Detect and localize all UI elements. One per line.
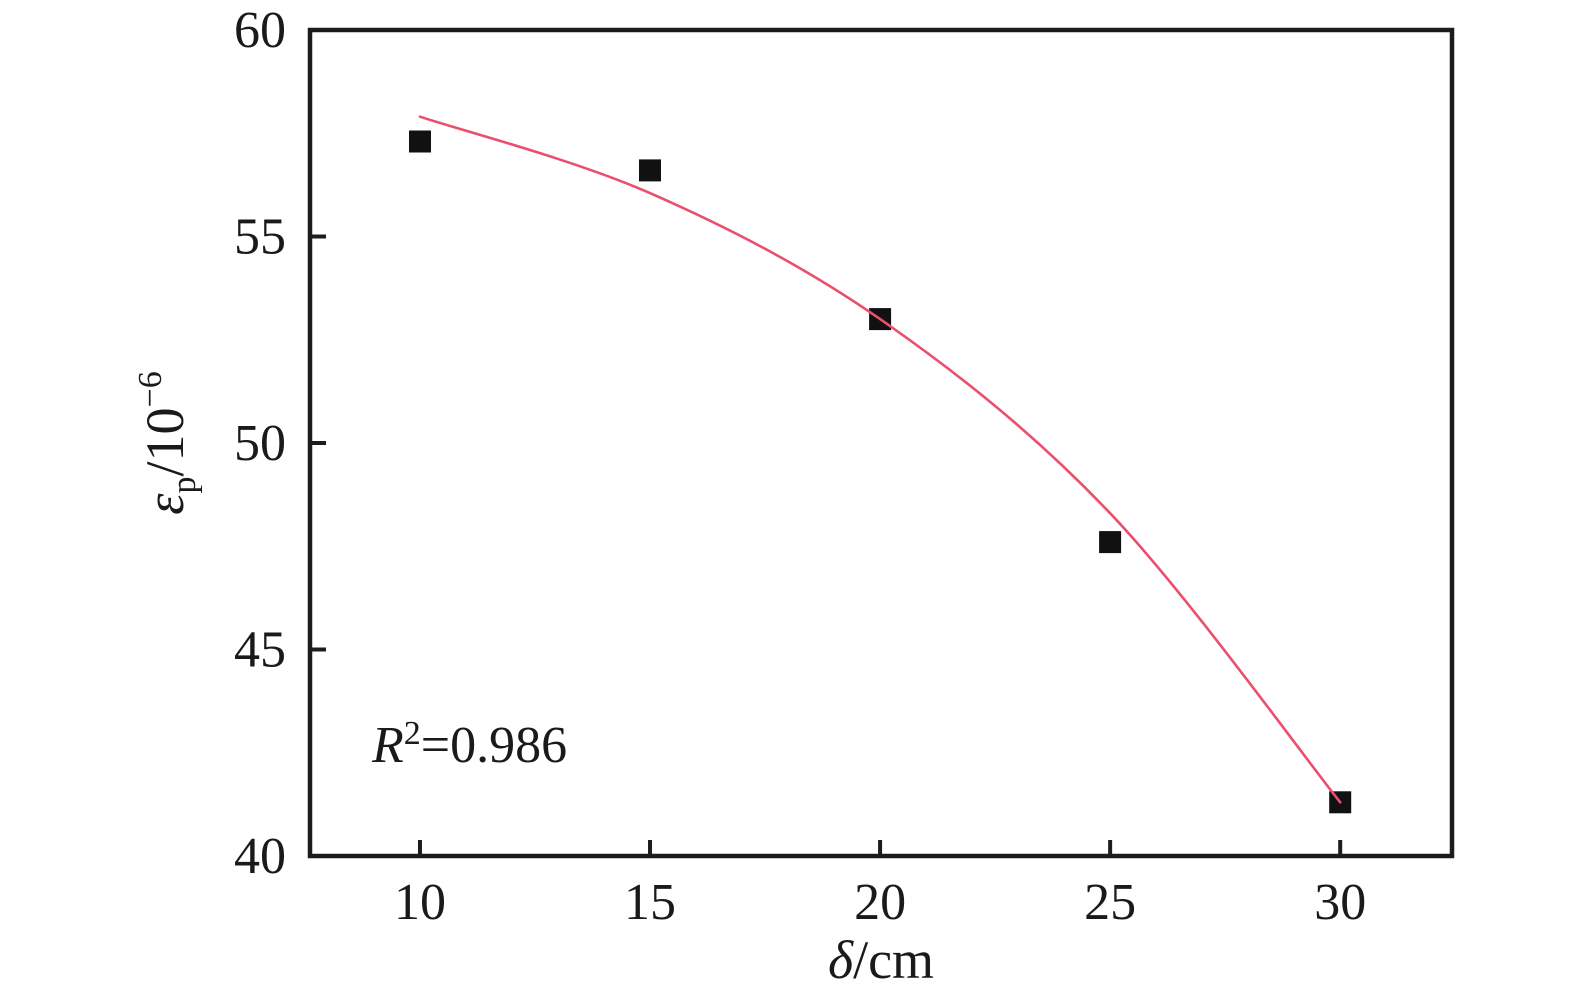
x-axis-label: δ/cm [828,930,934,990]
y-axis-label: εp/10−6 [132,371,203,514]
r-squared-base: R [371,717,404,774]
x-axis-unit: /cm [853,930,934,990]
r-squared-value: =0.986 [421,717,567,774]
y-axis-exponent: −6 [132,371,169,407]
x-tick-label: 25 [1084,874,1136,931]
x-tick-label: 30 [1314,874,1366,931]
x-tick-label: 15 [624,874,676,931]
data-point-marker [1099,531,1122,554]
data-point-marker [639,159,661,182]
y-axis-subscript: p [166,476,203,493]
x-tick-label: 20 [854,874,906,931]
y-tick-label: 60 [234,2,286,59]
y-tick-label: 45 [234,622,286,679]
r-squared-exponent: 2 [404,715,421,752]
y-axis-unit: /10 [135,407,195,476]
r-squared-annotation: R2=0.986 [371,715,567,774]
y-tick-label: 55 [234,209,286,266]
axes-layer: 10 15 20 25 30 40 45 50 55 60 [234,2,1455,931]
fit-curve [418,115,1342,804]
y-tick-label: 40 [234,828,286,885]
y-tick-label: 50 [234,415,286,472]
data-point-marker [409,130,431,153]
x-tick-label: 10 [394,874,446,931]
x-axis-symbol: δ [828,930,854,990]
y-axis-symbol: ε [135,493,195,515]
data-layer [409,115,1352,814]
